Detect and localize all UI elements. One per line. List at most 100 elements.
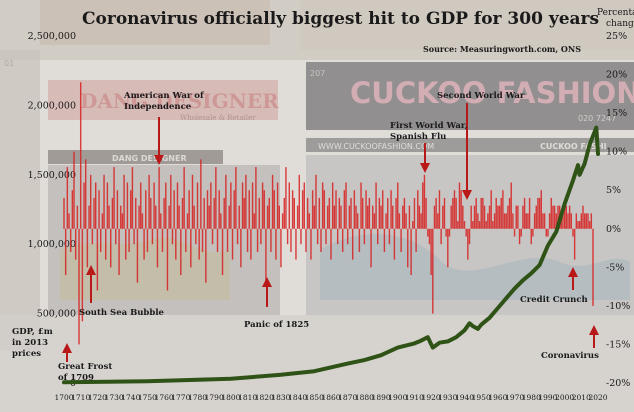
- right-tick-label: 0%: [606, 224, 621, 235]
- right-axis-ticks: 25% 20% 15% 10% 5% 0% -5% -10% -15% -20%: [606, 31, 630, 389]
- x-tick-1950: 1950: [472, 393, 491, 402]
- change-bar-1780: [196, 182, 199, 229]
- change-bar-1941: [465, 228, 467, 237]
- change-bar-1826: [273, 190, 275, 229]
- change-bar-1841: [298, 174, 300, 229]
- left-axis-label-line-3: prices: [12, 349, 41, 359]
- change-bar-1728: [110, 228, 112, 268]
- left-axis-label-line-1: GDP, £m: [12, 327, 53, 337]
- change-bar-1931: [448, 228, 451, 237]
- right-tick-label: -15%: [606, 339, 630, 350]
- change-bar-1755: [155, 205, 157, 229]
- x-tick-1850: 1850: [305, 393, 324, 402]
- change-bar-1718: [93, 197, 95, 229]
- change-bar-1887: [375, 182, 377, 229]
- change-bar-1779: [195, 228, 197, 245]
- change-bar-1944: [470, 205, 472, 229]
- change-bar-1924: [437, 213, 439, 229]
- change-bar-1769: [178, 205, 180, 229]
- change-bar-1875: [355, 205, 357, 229]
- left-sign-subtext: Wholesale & Retailer: [180, 114, 256, 122]
- change-bar-1850: [313, 205, 316, 229]
- change-bar-1820: [263, 190, 265, 229]
- change-bar-1905: [405, 213, 407, 229]
- x-tick-1970: 1970: [505, 393, 524, 402]
- change-bar-1772: [183, 167, 185, 229]
- change-bar-1739: [128, 228, 130, 252]
- change-bar-1831: [281, 213, 284, 229]
- change-bar-1994: [553, 205, 556, 229]
- left-sign-board: [48, 80, 278, 120]
- change-bar-1797: [225, 174, 227, 229]
- change-bar-2015: [588, 221, 591, 229]
- change-bar-1837: [291, 190, 294, 229]
- change-bar-1865: [338, 197, 341, 229]
- x-tick-1900: 1900: [388, 393, 407, 402]
- change-bar-1750: [146, 228, 149, 252]
- change-bar-2000: [563, 205, 566, 229]
- change-bar-1753: [151, 228, 154, 245]
- change-bar-1970: [513, 228, 516, 237]
- x-tick-2020: 2020: [588, 393, 607, 402]
- change-bar-1781: [198, 228, 200, 260]
- right-sign-web: WWW.CUCKOOFASHION.COM: [318, 142, 434, 151]
- x-tick-1830: 1830: [271, 393, 290, 402]
- left-tick-label: 1,500,000: [28, 170, 76, 181]
- change-bar-1787: [208, 205, 210, 229]
- annotation-arrows: [62, 103, 599, 362]
- change-bar-1866: [340, 205, 342, 229]
- change-bar-1851: [315, 174, 317, 229]
- change-bar-2012: [583, 213, 586, 229]
- change-bar-1710: [79, 82, 82, 229]
- change-bar-1920: [430, 228, 432, 276]
- change-bar-1793: [218, 190, 220, 229]
- change-bar-1770: [180, 228, 182, 276]
- annotation-south-sea: South Sea Bubble: [79, 308, 165, 318]
- change-bar-1790: [213, 197, 215, 229]
- change-bar-1713: [84, 159, 87, 229]
- change-bar-1754: [153, 182, 155, 229]
- change-bar-1846: [306, 197, 309, 229]
- x-tick-1740: 1740: [121, 393, 140, 402]
- x-tick-1770: 1770: [171, 393, 190, 402]
- change-bar-1809: [245, 174, 247, 229]
- change-bar-1765: [171, 228, 174, 245]
- change-bar-1816: [256, 228, 259, 252]
- change-bar-1778: [193, 205, 195, 229]
- x-tick-1820: 1820: [255, 393, 274, 402]
- change-bar-1735: [121, 213, 124, 229]
- change-bar-1898: [393, 228, 396, 260]
- change-bar-1964: [503, 213, 506, 229]
- change-bar-1974: [520, 228, 522, 237]
- change-bar-1934: [453, 190, 456, 229]
- x-tick-1710: 1710: [71, 393, 90, 402]
- change-bar-1995: [555, 213, 557, 229]
- change-bar-1766: [173, 190, 175, 229]
- change-bar-2005: [572, 228, 574, 237]
- change-bar-1709: [78, 228, 80, 345]
- change-bar-1952: [483, 205, 486, 229]
- change-bar-1927: [442, 205, 444, 229]
- change-bar-1956: [490, 190, 492, 229]
- change-bar-1740: [130, 190, 132, 229]
- change-bar-1767: [175, 228, 177, 260]
- x-tick-1870: 1870: [338, 393, 357, 402]
- change-bar-1986: [540, 190, 542, 229]
- change-bar-1844: [303, 182, 306, 229]
- change-bar-1828: [276, 182, 279, 229]
- change-bar-1763: [168, 205, 170, 229]
- change-bar-1947: [475, 197, 477, 229]
- change-bar-1814: [253, 213, 255, 229]
- change-bar-1968: [510, 182, 512, 229]
- change-bar-1788: [210, 182, 212, 229]
- change-bar-1783: [201, 228, 204, 252]
- change-bar-1982: [533, 213, 536, 229]
- change-bar-2008: [577, 221, 579, 229]
- change-bar-1906: [407, 228, 409, 268]
- change-bar-1929: [445, 228, 447, 237]
- change-bar-1853: [318, 197, 321, 229]
- annotation-american-war: American War of: [123, 91, 205, 101]
- change-bar-1967: [508, 197, 511, 229]
- left-tick-label: 1,000,000: [28, 239, 76, 250]
- left-sign-text: DANG DESIGNER: [80, 89, 279, 113]
